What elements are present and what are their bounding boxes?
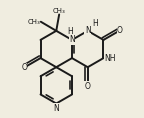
Text: H: H	[67, 27, 73, 36]
Text: H: H	[92, 19, 98, 28]
Text: CH₃: CH₃	[27, 19, 40, 25]
Text: N: N	[53, 103, 59, 113]
Text: O: O	[117, 26, 123, 35]
Text: CH₃: CH₃	[53, 8, 66, 15]
Text: NH: NH	[104, 54, 116, 63]
Text: O: O	[85, 82, 91, 91]
Text: N: N	[69, 35, 75, 44]
Text: O: O	[21, 63, 27, 72]
Text: N: N	[85, 26, 91, 35]
